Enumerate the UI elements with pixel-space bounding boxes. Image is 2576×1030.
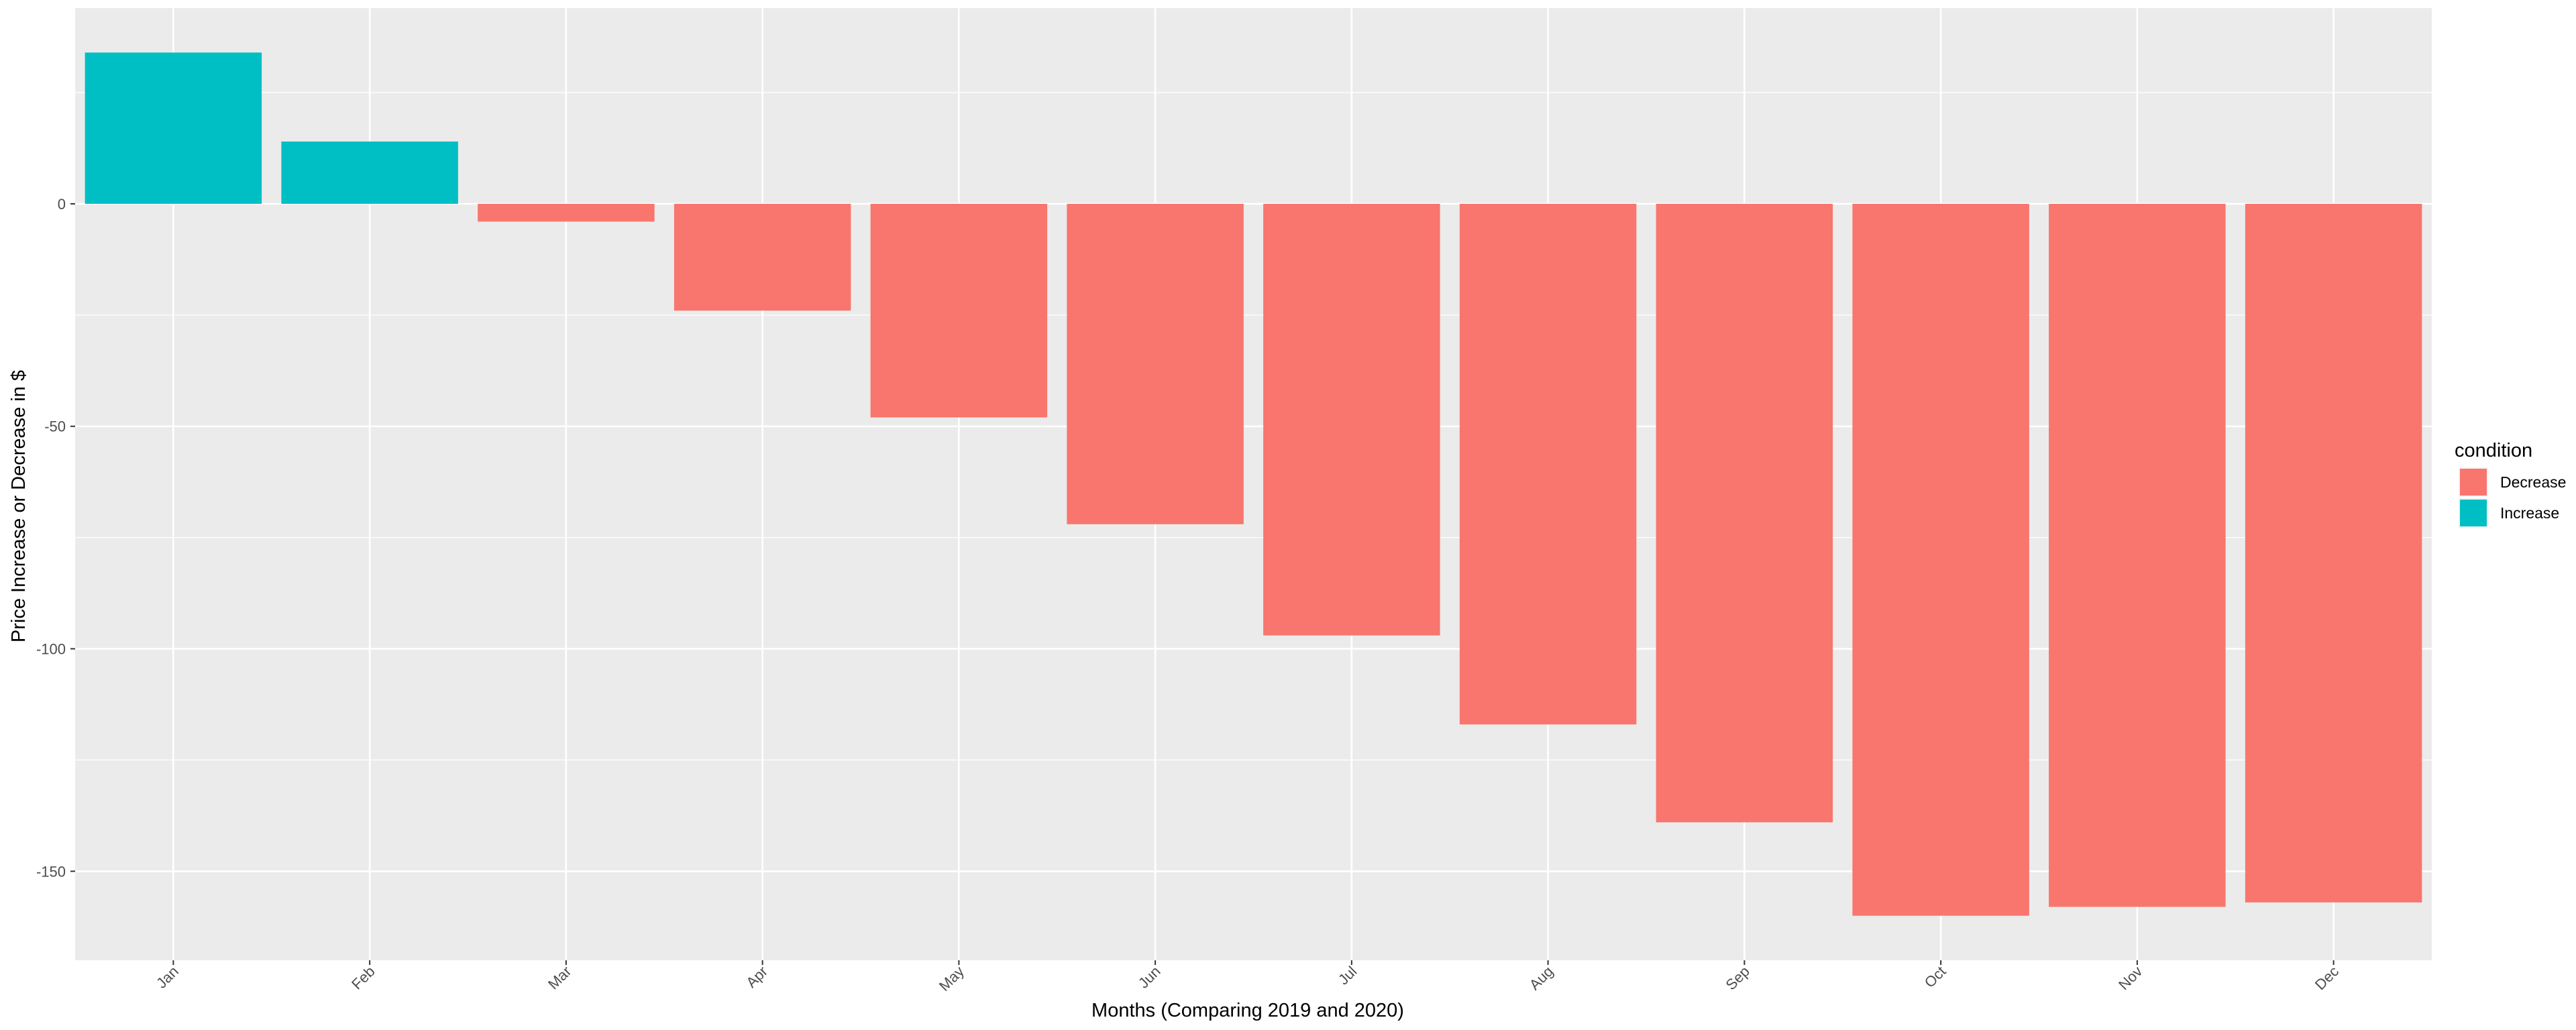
y-axis: 0 -50 -100 -150 — [36, 196, 75, 880]
legend: condition Decrease Increase — [2455, 440, 2566, 528]
y-tick-label: -100 — [36, 641, 66, 658]
legend-title: condition — [2455, 440, 2532, 461]
x-axis: Jan Feb Mar Apr May Jun Jul Aug Sep Oct Nov Dec — [153, 960, 2342, 994]
legend-label-decrease: Decrease — [2500, 473, 2566, 491]
bar-aug — [1459, 203, 1637, 725]
y-tick-label: -150 — [36, 863, 66, 880]
bar-mar — [478, 203, 655, 222]
bars — [85, 52, 2422, 916]
legend-key-decrease — [2460, 469, 2487, 496]
bar-dec — [2245, 203, 2422, 903]
y-tick-label: 0 — [58, 196, 66, 213]
minor-gridlines — [75, 92, 2432, 761]
bar-sep — [1656, 203, 1833, 823]
bar-jun — [1067, 203, 1244, 524]
y-tick-label: -50 — [44, 418, 66, 435]
bar-oct — [1852, 203, 2029, 916]
plot-panel — [75, 8, 2432, 960]
bar-jan — [85, 52, 262, 204]
bar-apr — [674, 203, 851, 311]
legend-key-increase — [2460, 500, 2487, 526]
bar-may — [870, 203, 1048, 418]
legend-label-increase: Increase — [2500, 504, 2559, 522]
x-axis-title: Months (Comparing 2019 and 2020) — [1091, 1000, 1404, 1021]
bar-nov — [2049, 203, 2226, 907]
bar-feb — [281, 141, 458, 204]
bar-jul — [1263, 203, 1440, 636]
legend-entries: Decrease Increase — [2459, 467, 2566, 528]
y-axis-title: Price Increase or Decrease in $ — [8, 370, 30, 642]
